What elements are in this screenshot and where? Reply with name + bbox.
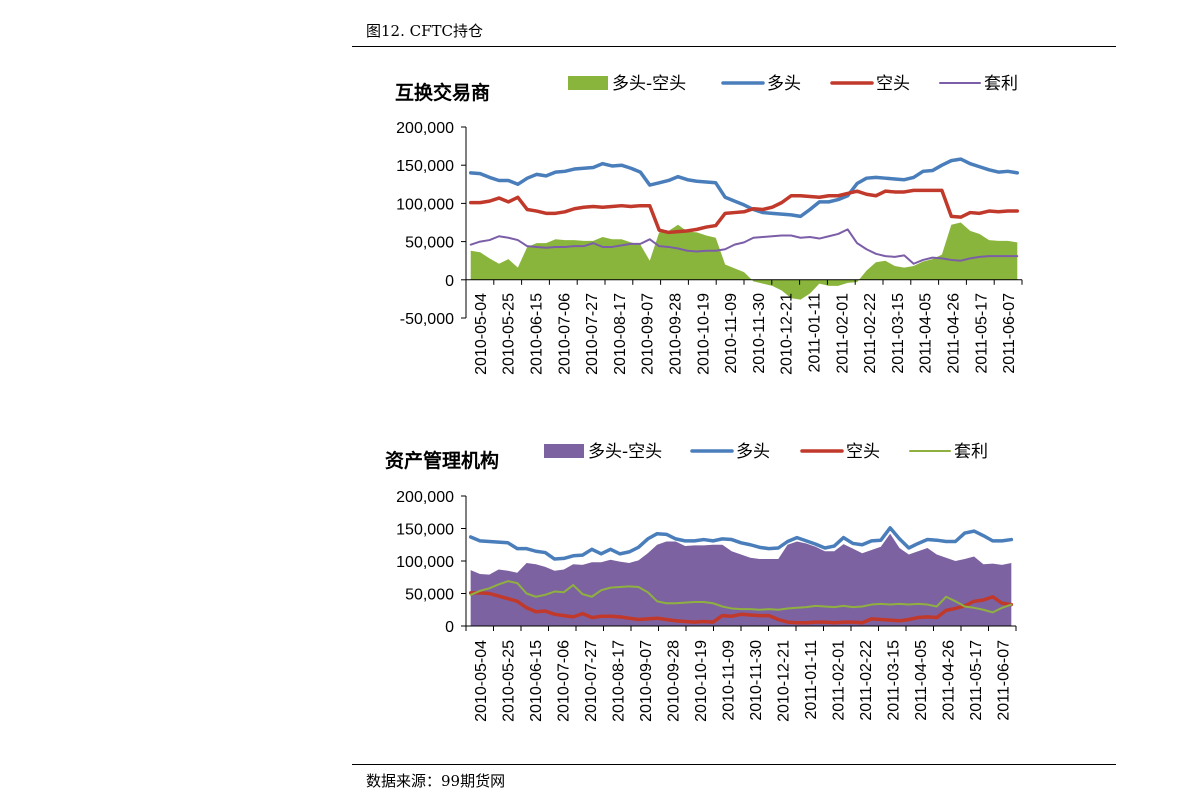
series-line-spread	[469, 580, 1013, 614]
x-tick-label: 2010-06-15	[529, 293, 546, 375]
x-tick-label: 2010-05-04	[473, 293, 490, 375]
series-area-net-position	[470, 533, 1012, 626]
legend-label: 多头-空头	[588, 442, 662, 462]
legend-item: 多头	[690, 442, 770, 462]
y-tick-label: 100,000	[396, 554, 454, 571]
x-tick-label: 2011-05-17	[973, 293, 990, 374]
y-tick-label: 0	[445, 619, 454, 636]
chart-title: 互换交易商	[395, 81, 490, 104]
chart-title: 资产管理机构	[385, 449, 499, 472]
x-tick-label: 2011-04-26	[946, 293, 963, 374]
x-tick-label: 2010-06-15	[528, 640, 545, 722]
x-tick-label: 2010-11-09	[723, 293, 740, 374]
series-line-long	[468, 157, 1020, 219]
x-tick-label: 2010-09-28	[668, 293, 685, 375]
legend-item: 空头	[800, 442, 880, 462]
x-tick-label: 2011-06-07	[995, 640, 1012, 721]
x-tick-label: 2010-11-30	[748, 640, 765, 721]
legend-item: 多头-空头	[568, 74, 686, 94]
x-tick-label: 2010-09-07	[640, 293, 657, 375]
x-tick-label: 2010-12-21	[779, 293, 796, 375]
x-tick-label: 2010-11-09	[720, 640, 737, 721]
legend-label: 空头	[876, 74, 910, 94]
x-tick-label: 2011-02-22	[862, 293, 879, 374]
x-tick-label: 2011-06-07	[1001, 293, 1018, 374]
legend-item: 空头	[830, 74, 910, 94]
x-tick-label: 2010-07-27	[583, 640, 600, 722]
x-tick-label: 2011-05-17	[968, 640, 985, 721]
y-tick-label: -50,000	[400, 311, 454, 328]
legend-label: 套利	[984, 74, 1018, 94]
x-tick-label: 2010-07-06	[555, 640, 572, 722]
x-tick-label: 2010-12-21	[775, 640, 792, 722]
x-tick-label: 2010-10-19	[693, 640, 710, 722]
legend-label: 多头	[767, 74, 801, 94]
y-tick-label: 150,000	[396, 158, 454, 175]
x-tick-label: 2011-04-05	[913, 640, 930, 721]
y-tick-label: 200,000	[396, 120, 454, 137]
x-tick-label: 2010-05-04	[473, 640, 490, 722]
legend-label: 多头-空头	[612, 74, 686, 94]
legend-label: 空头	[846, 442, 880, 462]
legend-item: 套利	[909, 442, 988, 462]
y-tick-label: 50,000	[405, 587, 454, 604]
x-tick-label: 2011-02-22	[858, 640, 875, 721]
x-tick-label: 2010-05-25	[500, 640, 517, 722]
legend-item: 多头	[721, 74, 801, 94]
y-tick-label: 0	[445, 273, 454, 290]
x-tick-label: 2011-04-05	[918, 293, 935, 374]
legend-item: 套利	[939, 74, 1018, 94]
x-tick-label: 2011-04-26	[940, 640, 957, 721]
y-tick-label: 50,000	[405, 235, 454, 252]
y-tick-label: 100,000	[396, 196, 454, 213]
series-line-spread	[469, 228, 1019, 265]
x-tick-label: 2010-08-17	[610, 640, 627, 722]
top-divider	[352, 46, 1116, 47]
y-tick-label: 150,000	[396, 522, 454, 539]
x-tick-label: 2011-01-11	[803, 640, 820, 720]
series-area-net-position	[470, 222, 1018, 300]
x-tick-label: 2010-09-07	[638, 640, 655, 722]
x-tick-label: 2010-08-17	[612, 293, 629, 375]
x-tick-label: 2010-09-28	[665, 640, 682, 722]
x-tick-label: 2010-07-06	[556, 293, 573, 375]
legend-label: 多头	[736, 442, 770, 462]
x-tick-label: 2011-03-15	[885, 640, 902, 721]
x-tick-label: 2010-11-30	[751, 293, 768, 374]
x-tick-label: 2011-02-01	[834, 293, 851, 374]
x-tick-label: 2010-07-27	[584, 293, 601, 375]
x-tick-label: 2011-01-11	[807, 293, 824, 373]
legend-item: 多头-空头	[544, 442, 662, 462]
x-tick-label: 2011-03-15	[890, 293, 907, 374]
bottom-divider	[352, 764, 1116, 765]
source-note: 数据来源：99期货网	[366, 772, 506, 790]
series-line-long	[468, 526, 1014, 561]
series-line-short	[468, 591, 1014, 625]
x-tick-label: 2010-05-25	[501, 293, 518, 375]
series-line-short	[468, 188, 1020, 235]
y-tick-label: 200,000	[396, 489, 454, 506]
page-title: 图12. CFTC持仓	[366, 22, 483, 40]
legend-label: 套利	[954, 442, 988, 462]
x-tick-label: 2010-10-19	[695, 293, 712, 375]
x-tick-label: 2011-02-01	[830, 640, 847, 721]
